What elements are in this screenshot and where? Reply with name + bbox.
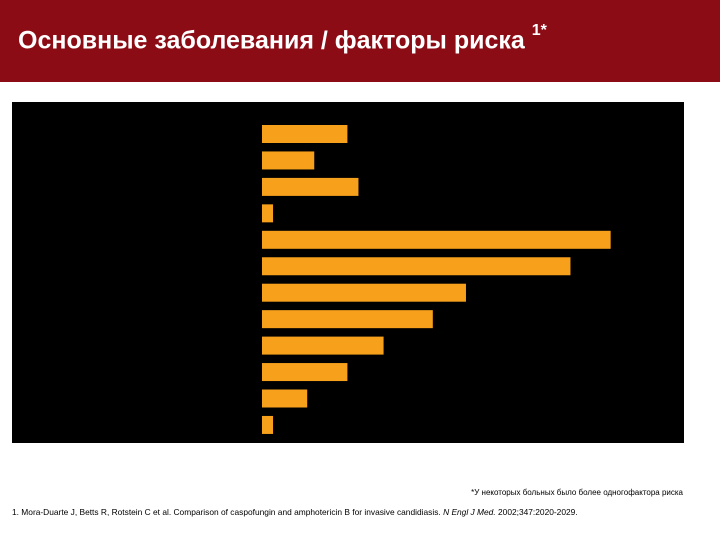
bar [262,415,274,434]
header-band: Основные заболевания / факторы риска 1* [0,0,720,82]
reference-text: 1. Mora-Duarte J, Betts R, Rotstein C et… [12,507,444,517]
slide-title: Основные заболевания / факторы риска 1* [18,22,547,55]
footnote: *У некоторых больных было более одногофа… [471,488,683,497]
title-superscript: 1* [531,22,547,39]
bar [262,151,315,170]
bar [262,389,308,408]
bar [262,336,384,355]
reference: 1. Mora-Duarte J, Betts R, Rotstein C et… [12,507,578,517]
bar [262,257,571,276]
chart [12,102,684,443]
bar [262,310,433,329]
bar [262,363,348,382]
bar [262,125,348,143]
bar [262,204,274,223]
title-text: Основные заболевания / факторы риска [18,26,525,55]
bar [262,230,611,249]
bar [262,177,359,196]
reference-journal: N Engl J Med. [443,507,496,517]
bar [262,283,466,302]
reference-citation: 2002;347:2020-2029. [495,507,578,517]
